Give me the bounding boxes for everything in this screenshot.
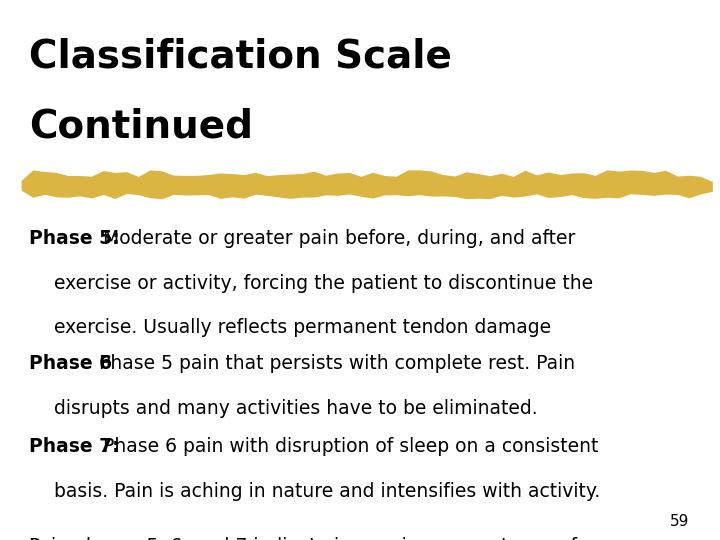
Text: exercise. Usually reflects permanent tendon damage: exercise. Usually reflects permanent ten… — [54, 318, 551, 337]
Text: disrupts and many activities have to be eliminated.: disrupts and many activities have to be … — [54, 399, 538, 417]
Text: Pain phases 5, 6, and 7 indicate increasing percentages of: Pain phases 5, 6, and 7 indicate increas… — [29, 537, 577, 540]
Polygon shape — [22, 170, 713, 199]
Text: basis. Pain is aching in nature and intensifies with activity.: basis. Pain is aching in nature and inte… — [54, 482, 600, 501]
Text: Classification Scale: Classification Scale — [29, 38, 451, 76]
Text: 59: 59 — [670, 514, 689, 529]
Text: Phase 5 pain that persists with complete rest. Pain: Phase 5 pain that persists with complete… — [93, 354, 575, 373]
Text: Moderate or greater pain before, during, and after: Moderate or greater pain before, during,… — [97, 230, 575, 248]
Text: Phase 6 pain with disruption of sleep on a consistent: Phase 6 pain with disruption of sleep on… — [97, 437, 598, 456]
Text: Phase 5:: Phase 5: — [29, 230, 120, 248]
Text: exercise or activity, forcing the patient to discontinue the: exercise or activity, forcing the patien… — [54, 274, 593, 293]
Text: Continued: Continued — [29, 108, 253, 146]
Text: Phase 7:: Phase 7: — [29, 437, 120, 456]
Text: Phase 6: Phase 6 — [29, 354, 112, 373]
